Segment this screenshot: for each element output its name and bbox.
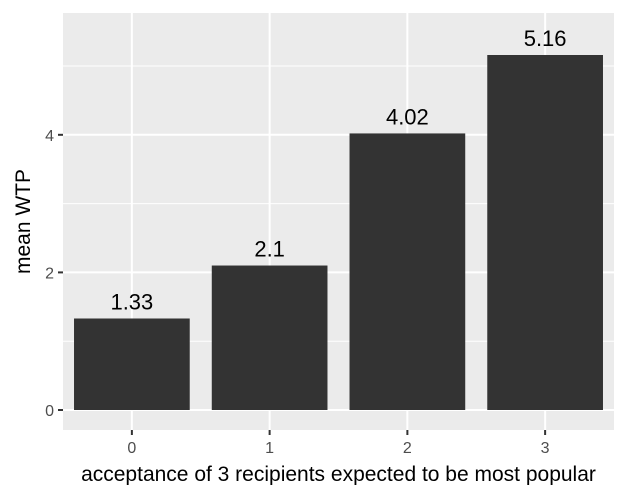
data-label-2: 4.02	[386, 104, 429, 129]
data-label-0: 1.33	[110, 289, 153, 314]
y-tick-label: 0	[45, 403, 54, 420]
x-tick-label: 3	[541, 440, 550, 457]
y-axis: 0 2 4	[45, 128, 63, 420]
x-tick-label: 1	[265, 440, 274, 457]
data-label-3: 5.16	[524, 26, 567, 51]
data-labels: 1.33 2.1 4.02 5.16	[110, 26, 566, 314]
bar-3	[487, 55, 603, 410]
x-axis-title: acceptance of 3 recipients expected to b…	[81, 463, 596, 485]
bar-0	[74, 318, 190, 410]
data-label-1: 2.1	[254, 237, 285, 262]
bar-1	[211, 265, 328, 410]
y-tick-label: 4	[45, 128, 54, 145]
bars	[74, 55, 603, 410]
x-axis: 0 1 2 3	[127, 430, 550, 457]
x-tick-label: 0	[127, 440, 136, 457]
y-tick-label: 2	[45, 265, 54, 282]
bar-2	[349, 133, 466, 410]
y-axis-title: mean WTP	[12, 169, 35, 274]
x-tick-label: 2	[403, 440, 412, 457]
